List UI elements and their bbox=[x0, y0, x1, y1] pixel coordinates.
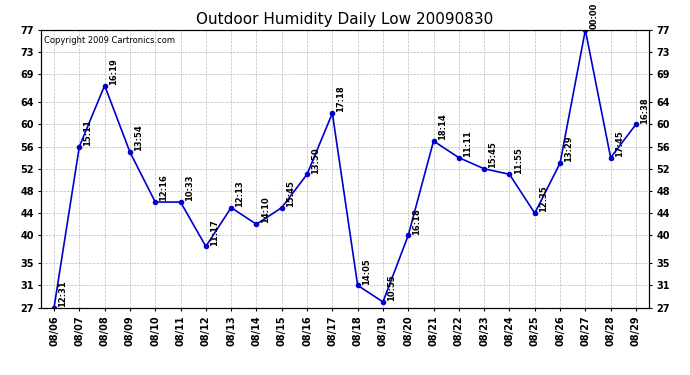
Text: 10:55: 10:55 bbox=[387, 274, 396, 301]
Text: 14:05: 14:05 bbox=[362, 258, 371, 285]
Text: 15:11: 15:11 bbox=[83, 119, 92, 146]
Text: 12:31: 12:31 bbox=[58, 280, 67, 307]
Text: Copyright 2009 Cartronics.com: Copyright 2009 Cartronics.com bbox=[44, 36, 175, 45]
Text: 11:17: 11:17 bbox=[210, 219, 219, 246]
Text: 18:14: 18:14 bbox=[437, 114, 446, 140]
Text: 16:18: 16:18 bbox=[413, 208, 422, 235]
Text: 10:33: 10:33 bbox=[185, 175, 194, 201]
Text: 12:35: 12:35 bbox=[539, 186, 548, 212]
Text: 13:29: 13:29 bbox=[564, 136, 573, 162]
Text: 11:55: 11:55 bbox=[513, 147, 522, 174]
Text: 12:13: 12:13 bbox=[235, 180, 244, 207]
Text: 00:00: 00:00 bbox=[589, 3, 598, 29]
Text: 16:19: 16:19 bbox=[109, 58, 118, 85]
Text: 14:10: 14:10 bbox=[261, 197, 270, 223]
Text: 13:54: 13:54 bbox=[134, 124, 143, 152]
Text: 17:18: 17:18 bbox=[337, 86, 346, 112]
Text: 11:11: 11:11 bbox=[463, 130, 472, 157]
Text: 12:16: 12:16 bbox=[159, 174, 168, 201]
Title: Outdoor Humidity Daily Low 20090830: Outdoor Humidity Daily Low 20090830 bbox=[197, 12, 493, 27]
Text: 17:45: 17:45 bbox=[615, 130, 624, 157]
Text: 16:38: 16:38 bbox=[640, 97, 649, 124]
Text: 13:50: 13:50 bbox=[311, 147, 320, 174]
Text: 15:45: 15:45 bbox=[489, 141, 497, 168]
Text: 15:45: 15:45 bbox=[286, 180, 295, 207]
